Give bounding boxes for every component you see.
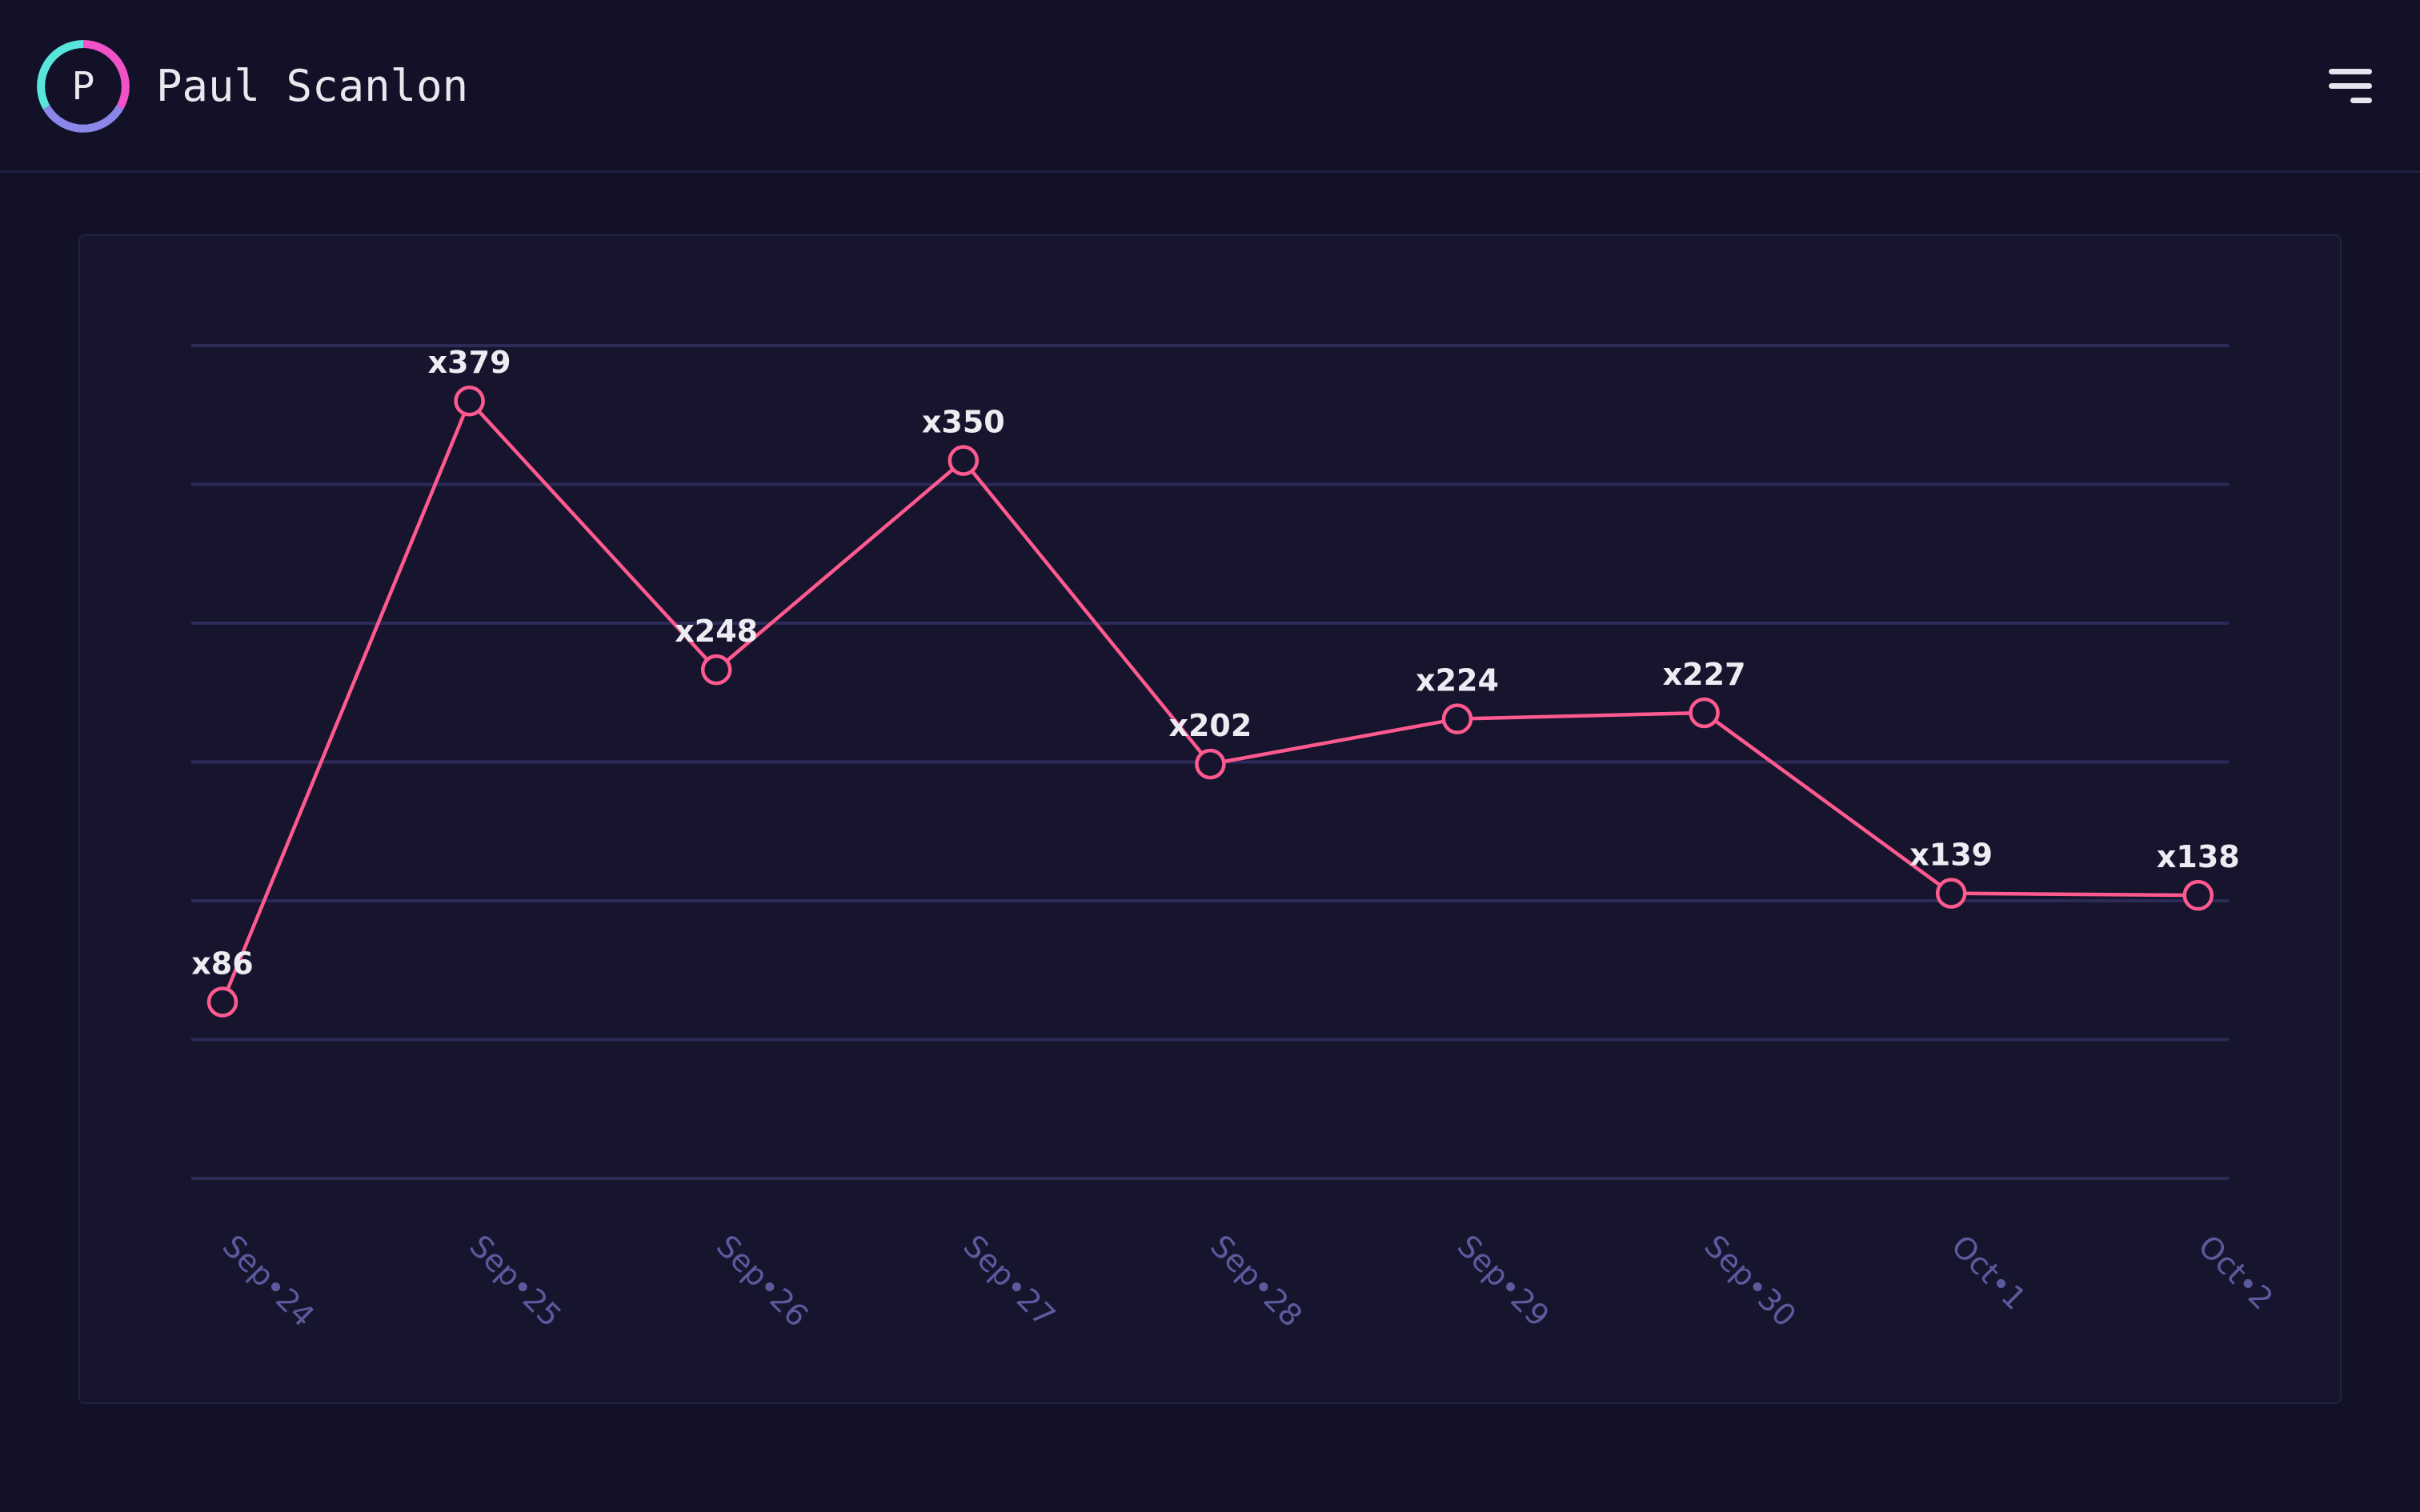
data-point bbox=[1689, 697, 1720, 729]
data-label: x138 bbox=[2157, 839, 2240, 874]
data-label: x224 bbox=[1416, 663, 1499, 698]
data-point bbox=[700, 654, 732, 686]
x-tick-label: Sep•25 bbox=[463, 1228, 568, 1334]
series-line bbox=[220, 398, 2198, 1003]
x-tick-label: Sep•27 bbox=[956, 1228, 1062, 1334]
x-tick-label: Sep•29 bbox=[1451, 1228, 1557, 1334]
data-label: x86 bbox=[191, 946, 253, 981]
data-point bbox=[1441, 703, 1473, 734]
site-name[interactable]: Paul Scanlon bbox=[156, 61, 469, 111]
data-label: x139 bbox=[1909, 838, 1993, 873]
chart-card bbox=[78, 234, 2342, 1404]
data-point bbox=[1935, 878, 1967, 909]
data-point bbox=[948, 445, 980, 476]
data-label: x227 bbox=[1663, 657, 1746, 692]
logo-letter: P bbox=[71, 64, 95, 109]
x-tick-label: Sep•24 bbox=[216, 1228, 322, 1334]
data-point bbox=[1195, 748, 1226, 780]
header: P Paul Scanlon bbox=[0, 0, 2420, 173]
x-tick-label: Sep•26 bbox=[710, 1228, 815, 1334]
hamburger-menu-icon[interactable] bbox=[2327, 66, 2377, 107]
data-point bbox=[206, 986, 238, 1018]
data-label: x350 bbox=[922, 405, 1005, 440]
data-label: x248 bbox=[675, 614, 758, 649]
data-label: x202 bbox=[1168, 708, 1252, 743]
x-tick-label: Oct•2 bbox=[2191, 1228, 2280, 1317]
data-point bbox=[2182, 879, 2214, 911]
x-tick-label: Sep•28 bbox=[1204, 1228, 1309, 1334]
logo[interactable]: P bbox=[37, 40, 130, 133]
data-point bbox=[454, 385, 485, 417]
x-tick-label: Sep•30 bbox=[1697, 1228, 1803, 1334]
data-label: x379 bbox=[428, 345, 511, 380]
x-tick-label: Oct•1 bbox=[1945, 1228, 2033, 1317]
logo-ring-icon bbox=[37, 40, 130, 133]
